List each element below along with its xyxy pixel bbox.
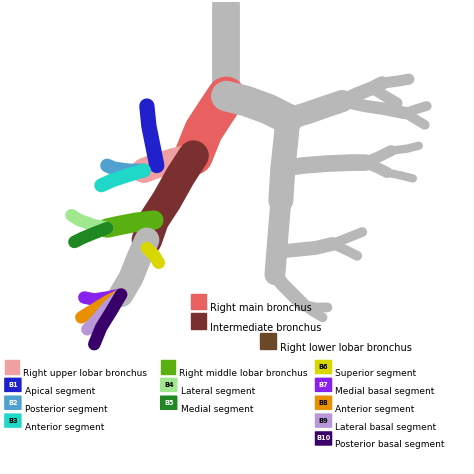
Text: B9: B9 <box>319 418 328 424</box>
Text: Medial segment: Medial segment <box>181 405 253 414</box>
Text: B2: B2 <box>8 400 18 406</box>
Text: Posterior segment: Posterior segment <box>25 405 108 414</box>
Text: B1: B1 <box>8 382 18 388</box>
FancyBboxPatch shape <box>160 378 177 392</box>
Text: Lateral basal segment: Lateral basal segment <box>336 422 437 431</box>
FancyBboxPatch shape <box>315 431 332 446</box>
Bar <box>191 293 206 310</box>
Text: Medial basal segment: Medial basal segment <box>336 387 435 396</box>
Text: Right lower lobar bronchus: Right lower lobar bronchus <box>280 343 412 353</box>
Text: Superior segment: Superior segment <box>336 369 417 378</box>
Text: Lateral segment: Lateral segment <box>181 387 255 396</box>
Bar <box>191 313 206 329</box>
FancyBboxPatch shape <box>315 413 332 428</box>
Text: Right upper lobar bronchus: Right upper lobar bronchus <box>23 369 147 378</box>
FancyBboxPatch shape <box>160 395 177 410</box>
FancyBboxPatch shape <box>315 378 332 392</box>
Text: B4: B4 <box>164 382 173 388</box>
FancyBboxPatch shape <box>315 360 332 374</box>
FancyBboxPatch shape <box>4 413 22 428</box>
Bar <box>161 360 174 374</box>
Text: Right main bronchus: Right main bronchus <box>210 303 312 313</box>
Text: B10: B10 <box>317 436 331 441</box>
Text: B6: B6 <box>319 364 328 370</box>
Text: B8: B8 <box>319 400 328 406</box>
FancyBboxPatch shape <box>4 395 22 410</box>
Bar <box>5 360 19 374</box>
Text: Anterior segment: Anterior segment <box>336 405 415 414</box>
FancyBboxPatch shape <box>315 395 332 410</box>
Text: Right middle lobar bronchus: Right middle lobar bronchus <box>179 369 307 378</box>
Bar <box>260 333 276 349</box>
Text: B3: B3 <box>8 418 18 424</box>
Text: Anterior segment: Anterior segment <box>25 422 104 431</box>
Text: Apical segment: Apical segment <box>25 387 95 396</box>
Text: Intermediate bronchus: Intermediate bronchus <box>210 323 322 333</box>
Text: B5: B5 <box>164 400 173 406</box>
FancyBboxPatch shape <box>4 378 22 392</box>
Text: B7: B7 <box>319 382 328 388</box>
Text: Posterior basal segment: Posterior basal segment <box>336 440 445 449</box>
